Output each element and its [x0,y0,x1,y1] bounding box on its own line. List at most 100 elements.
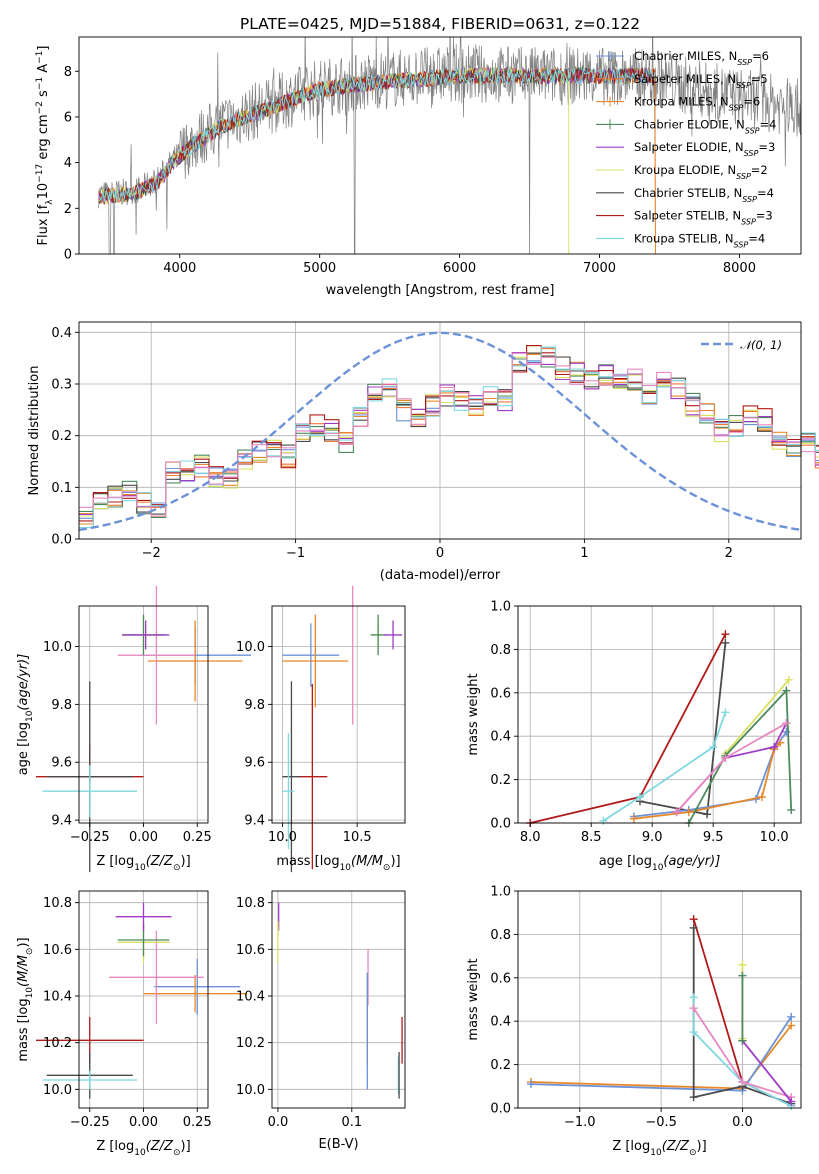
histogram-pink [79,352,819,517]
mass_vs_Z-xlabel: Z [log10(Z/Z⊙)] [96,1139,190,1158]
y-tick-label: 9.6 [51,756,72,771]
mass_vs_Z-frame: −0.25 0.00 0.25 10.0 10.2 10.4 10.6 10.8 [43,890,212,1130]
age_vs_Z-ylabel-part: (age/yr)] [16,654,31,711]
age_vs_mass-xlabel-part: 10 [340,863,352,873]
y-tick-label: 9.4 [244,814,265,829]
age_vs_Z-ylabel-part: age [log [16,722,31,775]
age_vs_mass-frame: 10.0 10.5 9.4 9.6 9.8 10.0 [236,605,406,845]
legend-label-tail: =4 [748,231,765,245]
y-tick-label: 10.8 [236,896,265,911]
residuals-frame: −2 −1 0 1 2 0.0 0.1 0.2 0.3 0.4 [51,321,802,561]
weight_vs_Z-xlabel-part: (Z/Z [662,1139,690,1154]
model-spectrum-kroupa_stelib [98,66,656,203]
y-tick-label: 10.0 [236,1083,265,1098]
x-tick-label: 0.0 [268,1115,289,1130]
y-tick-label: 1.0 [490,600,511,615]
legend-label-sub: SSP [737,58,752,67]
age_vs_mass-xlabel-part: mass [log [276,854,339,869]
y-tick-label: 9.6 [244,756,265,771]
y-tick-label: 1.0 [490,885,511,900]
spectrum-ylabel-part: erg cm [36,114,51,163]
legend-label-chabrier_miles: Chabrier MILES, NSSP=6 [634,49,769,67]
y-tick-label: 10.0 [43,640,72,655]
x-tick-label: −1 [286,546,305,561]
age_vs_Z-xlabel-part: ⊙ [173,863,181,873]
x-tick-label: 0.00 [129,830,158,845]
legend-label-sub: SSP [734,240,749,249]
legend-label-kroupa_miles: Kroupa MILES, NSSP=6 [634,95,760,113]
weight_vs_age-plot [526,630,796,827]
x-tick-label: 10.0 [268,830,297,845]
x-tick-label: 6000 [443,261,476,276]
legend-label-text: Salpeter MILES, N [634,72,736,86]
x-tick-label: 0.25 [183,830,212,845]
mass_vs_Z-xlabel-part: Z [log [96,1139,134,1154]
mass_vs_Z-ylabel-part: )] [16,937,31,947]
spectrum-ylabel-part: ] [36,46,51,51]
legend-label-text: Chabrier STELIB, N [634,186,742,200]
weight-line-salpeter_elodie [741,1040,792,1103]
mass_vs_ebv-xlabel: E(B-V) [318,1137,358,1152]
mass_vs_Z-ylabel-part: 10 [25,987,35,999]
weight_vs_age-xlabel-part: 10 [652,863,664,873]
mass_vs_ebv-frame: 0.0 0.1 10.0 10.2 10.4 10.6 10.8 [236,890,406,1130]
mass_vs_Z-xlabel-part: (Z/Z [146,1139,174,1154]
mass_vs_Z-ylabel-part: (M/M [16,955,31,987]
x-tick-label: 8000 [723,261,756,276]
legend-label-tail: =4 [757,186,774,200]
legend-label-salpeter_miles: Salpeter MILES, NSSP=5 [634,72,768,90]
spectrum-ylabel-part: s [36,90,51,101]
x-tick-label: 1 [580,546,588,561]
spectrum-plot [98,37,801,254]
y-tick-label: 6 [64,110,72,125]
legend-label-sub: SSP [744,149,759,158]
weight_vs_Z-ylabel: mass weight [466,958,481,1040]
legend-label-sub: SSP [742,194,757,203]
age_vs_Z-plot [36,585,251,873]
y-tick-label: 10.6 [236,943,265,958]
legend-label-tail: =6 [752,49,769,63]
spectrum-ylabel-part: Flux [f [36,204,51,245]
spectrum-xlabel: wavelength [Angstrom, rest frame] [326,283,555,298]
weight_vs_age-frame: 8.0 8.5 9.0 9.5 10.0 0.0 0.2 0.4 0.6 0.8 1.0 [490,600,802,845]
y-tick-label: 9.8 [51,698,72,713]
spectrum-ylabel-part: −1 [35,77,45,90]
spectrum-ylabel: Flux [fλ10−17 erg cm−2 s−1 A−1] [35,46,55,246]
y-tick-label: 9.8 [244,698,265,713]
spectrum-ylabel-part: λ [45,199,55,205]
legend-label-tail: =3 [756,209,773,223]
mass_vs_Z-ylabel-part: mass [log [16,998,31,1061]
x-tick-label: 4000 [163,261,196,276]
mass_vs_Z-xlabel-part: )] [181,1139,191,1154]
mass_vs_Z-xlabel-part: ⊙ [173,1148,181,1158]
legend-label-chabrier_elodie: Chabrier ELODIE, NSSP=4 [634,117,776,135]
y-tick-label: 10.4 [236,990,265,1005]
mass_vs_ebv-axes [272,891,405,1108]
y-tick-label: 10.2 [236,1036,265,1051]
age_vs_Z-ylabel-part: 10 [25,710,35,722]
age_vs_Z-xlabel: Z [log10(Z/Z⊙)] [96,854,190,873]
legend-label-text: Salpeter STELIB, N [634,209,741,223]
age_vs_Z-xlabel-part: (Z/Z [146,854,174,869]
residuals-xlabel: (data-model)/error [380,568,501,583]
age_vs_mass-xlabel-part: (M/M [351,854,383,869]
weight_vs_Z-xlabel-part: )] [697,1139,707,1154]
y-tick-label: 0.3 [51,378,72,393]
observed-spectrum [98,37,801,254]
legend-label-text: Kroupa ELODIE, N [634,163,736,177]
x-tick-label: 2 [725,546,733,561]
y-tick-label: 10.0 [43,1083,72,1098]
x-tick-label: 9.5 [703,830,724,845]
legend-label-salpeter_elodie: Salpeter ELODIE, NSSP=3 [634,140,775,158]
y-tick-label: 0.6 [490,971,511,986]
y-tick-label: 10.2 [43,1036,72,1051]
y-tick-label: 8 [64,65,72,80]
age_vs_mass-axes [272,606,405,823]
axes-frame [78,36,802,255]
weight_vs_Z-xlabel: Z [log10(Z/Z⊙)] [612,1139,706,1158]
x-tick-label: 8.0 [520,830,541,845]
x-tick-label: −0.25 [70,1115,110,1130]
residuals-ylabel: Normed distribution [27,366,42,496]
